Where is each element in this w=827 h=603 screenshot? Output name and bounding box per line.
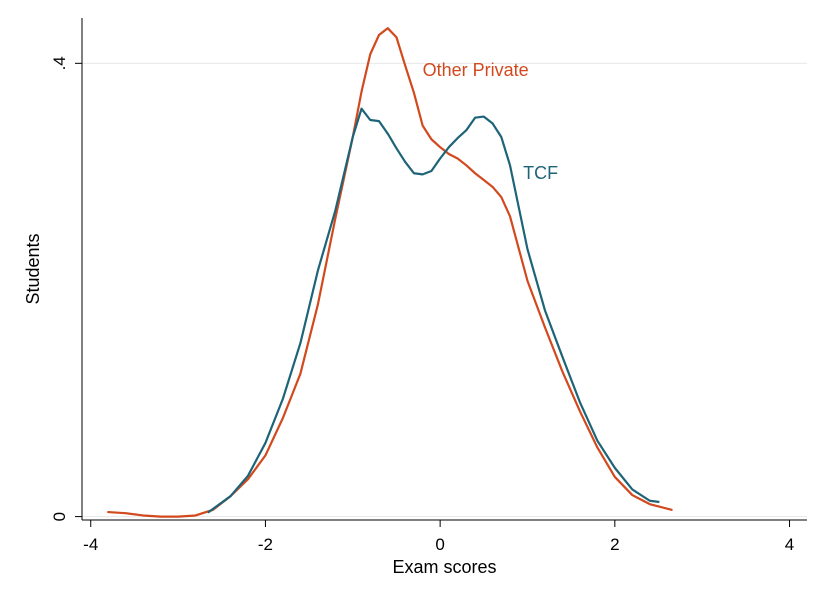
series-lines — [107, 27, 673, 518]
series-label-1: TCF — [523, 163, 558, 183]
series-label-0: Other Private — [423, 60, 529, 80]
x-tick-label: 0 — [435, 535, 444, 554]
axes — [75, 18, 807, 527]
x-tick-label: 4 — [785, 535, 794, 554]
x-axis-title: Exam scores — [392, 557, 496, 577]
x-tick-label: -4 — [83, 535, 98, 554]
gridlines — [82, 62, 807, 518]
y-axis-title: Students — [23, 233, 43, 304]
x-tick-label: -2 — [258, 535, 273, 554]
y-tick-label: .4 — [50, 56, 69, 70]
y-tick-label: 0 — [50, 512, 69, 521]
x-tick-label: 2 — [610, 535, 619, 554]
text-labels: -4 -2 0 2 4 0 .4 Exam scores Students Other Priva… — [23, 56, 794, 577]
series-line-1 — [207, 107, 660, 514]
